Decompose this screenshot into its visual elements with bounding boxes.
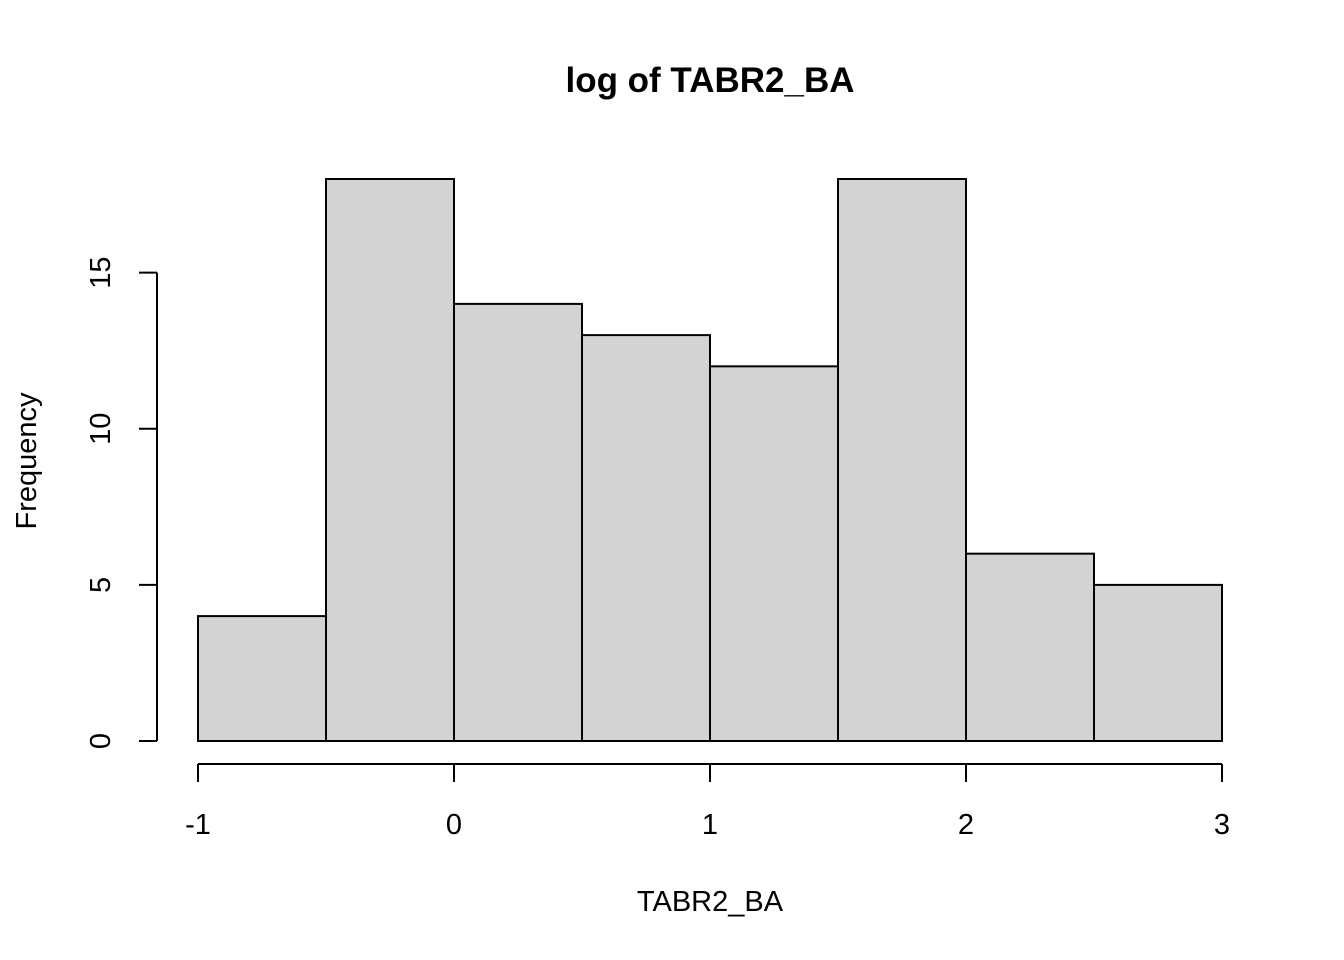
x-tick-label-0: -1 [185,809,211,841]
x-tick-label-1: 0 [446,809,462,841]
histogram-bar-7 [1093,583,1223,743]
y-tick-label-1: 5 [85,577,117,593]
y-tick-label-2: 10 [85,413,117,445]
bars-group [197,178,1223,743]
histogram-bar-0 [197,615,327,742]
chart-title: log of TABR2_BA [565,61,854,100]
y-axis-label: Frequency [11,392,43,530]
x-tick-label-3: 2 [958,809,974,841]
y-axis: 0 5 10 15 [85,257,158,749]
histogram-bar-6 [965,552,1095,743]
histogram-bar-5 [837,178,967,742]
x-tick-label-4: 3 [1214,809,1230,841]
y-tick-label-3: 15 [85,257,117,289]
x-axis-label: TABR2_BA [637,886,784,918]
x-tick-label-2: 1 [702,809,718,841]
histogram-bar-4 [709,365,839,742]
histogram-bar-2 [453,302,583,742]
x-axis: -1 0 1 2 3 [185,763,1230,841]
histogram-bar-3 [581,334,711,742]
y-tick-label-0: 0 [85,733,117,749]
histogram-bar-1 [325,178,455,742]
